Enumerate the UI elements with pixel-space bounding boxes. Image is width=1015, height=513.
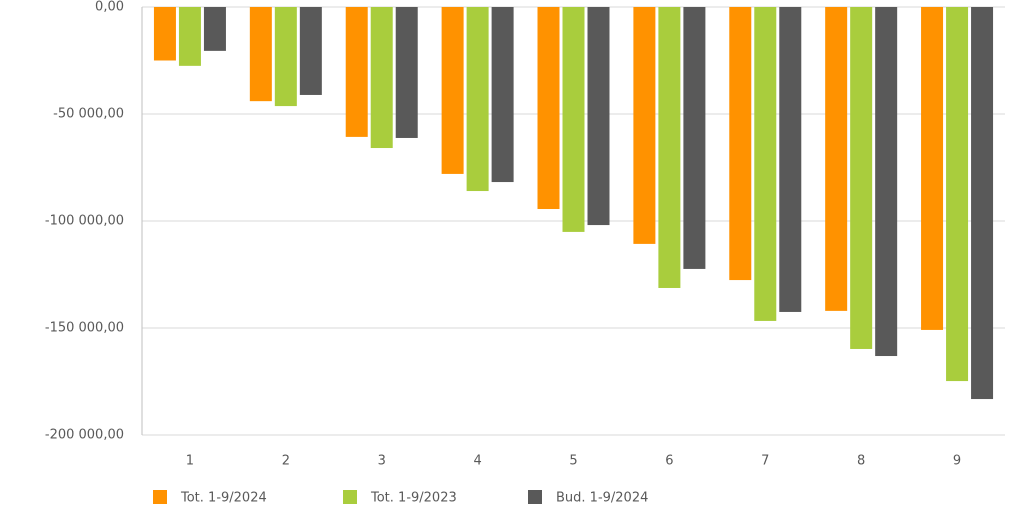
x-tick-label: 6 xyxy=(665,454,673,469)
bar xyxy=(971,7,994,400)
legend-label: Tot. 1-9/2024 xyxy=(180,491,267,506)
x-tick-label: 1 xyxy=(186,454,194,469)
y-tick-label: -100 000,00 xyxy=(45,214,124,229)
bar xyxy=(441,7,464,174)
y-tick-label: -150 000,00 xyxy=(45,321,124,336)
bar xyxy=(299,7,322,95)
x-tick-label: 5 xyxy=(569,454,577,469)
legend-swatch xyxy=(153,490,167,504)
bar xyxy=(274,7,297,107)
bar xyxy=(395,7,418,138)
bar xyxy=(729,7,752,281)
bar xyxy=(683,7,706,269)
y-tick-label: -200 000,00 xyxy=(45,428,124,443)
bar xyxy=(850,7,873,349)
legend-label: Bud. 1-9/2024 xyxy=(556,491,648,506)
bar xyxy=(754,7,777,321)
x-tick-label: 4 xyxy=(473,454,481,469)
y-tick-label: -50 000,00 xyxy=(53,107,124,122)
bar xyxy=(345,7,368,137)
x-tick-label: 2 xyxy=(282,454,290,469)
bar xyxy=(491,7,514,183)
x-tick-label: 8 xyxy=(857,454,865,469)
bar xyxy=(921,7,944,330)
bar xyxy=(946,7,969,382)
bar xyxy=(249,7,272,102)
x-tick-label: 7 xyxy=(761,454,769,469)
legend-swatch xyxy=(528,490,542,504)
bar xyxy=(633,7,656,244)
bar xyxy=(203,7,226,51)
y-tick-label: 0,00 xyxy=(95,0,124,15)
bar xyxy=(562,7,585,232)
x-tick-label: 3 xyxy=(378,454,386,469)
bar xyxy=(658,7,681,288)
bar xyxy=(779,7,802,312)
bar xyxy=(875,7,898,357)
bar xyxy=(587,7,610,226)
bar xyxy=(153,7,176,61)
legend-label: Tot. 1-9/2023 xyxy=(370,491,457,506)
bar xyxy=(466,7,489,192)
bar xyxy=(825,7,848,311)
bar xyxy=(178,7,201,66)
legend-swatch xyxy=(343,490,357,504)
bar xyxy=(537,7,560,210)
x-tick-label: 9 xyxy=(953,454,961,469)
bar xyxy=(370,7,393,149)
